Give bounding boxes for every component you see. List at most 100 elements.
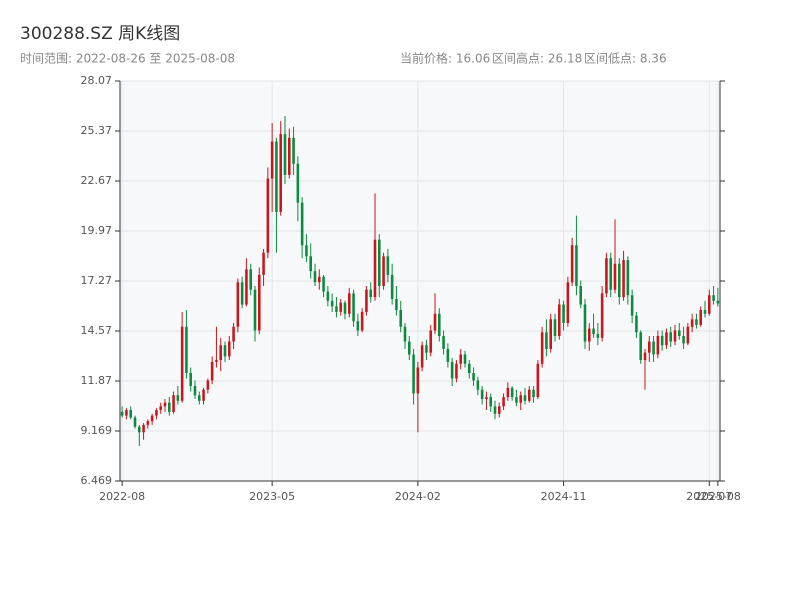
candle-body: [558, 304, 561, 336]
candle-body: [476, 380, 480, 390]
candle-body: [463, 354, 467, 364]
candle-body: [433, 313, 437, 331]
candle-body: [313, 271, 317, 283]
candle-body: [236, 282, 240, 327]
x-tick-label: 2025-08: [695, 490, 741, 503]
candle-body: [155, 410, 158, 416]
y-tick-label: 6.469: [81, 474, 113, 487]
candle-body: [626, 260, 630, 296]
candle-body: [716, 300, 720, 304]
candle-body: [223, 345, 227, 357]
candle-body: [296, 163, 300, 203]
candle-body: [673, 330, 677, 342]
y-tick-label: 25.37: [81, 124, 113, 137]
candle-body: [549, 319, 552, 349]
candle-body: [609, 258, 612, 290]
y-tick-label: 11.87: [81, 374, 113, 387]
candle-body: [553, 319, 557, 336]
candle-body: [416, 367, 420, 394]
candle-body: [450, 361, 454, 379]
candle-body: [300, 202, 304, 246]
candle-body: [588, 328, 591, 342]
candle-body: [133, 417, 137, 427]
candle-body: [193, 385, 197, 396]
candle-body: [168, 402, 171, 412]
candle-body: [613, 263, 617, 290]
candle-body: [438, 313, 441, 336]
candle-body: [686, 326, 690, 344]
candle-body: [442, 335, 445, 349]
candle-body: [656, 335, 660, 355]
candle-body: [189, 373, 192, 386]
candle-body: [703, 310, 707, 314]
candle-body: [480, 389, 484, 399]
candle-body: [245, 269, 248, 305]
candle-body: [258, 274, 261, 331]
stat: 区间高点: 26.18: [492, 51, 582, 66]
stat: 区间低点: 8.36: [584, 52, 667, 66]
candle-body: [309, 256, 312, 272]
candle-body: [528, 389, 531, 401]
candle-body: [125, 410, 128, 416]
candle-body: [210, 361, 214, 381]
candle-body: [326, 291, 330, 301]
candle-body: [630, 295, 634, 316]
y-tick-label: 22.67: [81, 174, 113, 187]
x-tick-label: 2022-08: [99, 490, 145, 503]
candle-body: [639, 332, 642, 361]
candle-body: [330, 300, 334, 307]
candle-body: [288, 137, 291, 175]
candle-body: [536, 363, 540, 398]
candle-body: [600, 293, 604, 338]
candle-body: [699, 310, 702, 325]
y-tick-label: 9.169: [81, 424, 113, 437]
y-tick-label: 19.97: [81, 224, 113, 237]
candle-body: [270, 141, 274, 179]
x-tick-label: 2023-05: [249, 490, 295, 503]
chart-title: 300288.SZ 周K线图: [20, 24, 180, 44]
candle-body: [583, 304, 587, 342]
candle-body: [485, 397, 488, 399]
candle-body: [592, 328, 595, 335]
candle-body: [378, 239, 381, 286]
candle-body: [519, 395, 522, 403]
candle-body: [262, 252, 265, 275]
candle-body: [643, 352, 647, 361]
x-tick-label: 2024-11: [541, 490, 587, 503]
candle-body: [275, 141, 278, 212]
candle-body: [283, 134, 287, 175]
candle-body: [678, 330, 681, 336]
candle-body: [618, 263, 621, 298]
candle-body: [305, 245, 308, 257]
candle-body: [228, 341, 231, 357]
candle-body: [579, 285, 582, 305]
candle-body: [669, 332, 672, 342]
candle-body: [150, 415, 154, 422]
candle-body: [532, 389, 535, 398]
candle-body: [138, 426, 141, 433]
candle-body: [562, 304, 565, 324]
y-tick-label: 17.27: [81, 274, 113, 287]
candle-body: [523, 395, 527, 401]
candle-body: [185, 326, 188, 374]
candle-body: [648, 341, 651, 353]
candle-body: [172, 395, 175, 412]
candle-body: [202, 389, 205, 401]
candle-body: [215, 360, 218, 362]
candle-body: [382, 256, 385, 286]
candle-body: [690, 319, 694, 327]
candle-body: [652, 341, 655, 355]
candle-body: [249, 269, 252, 290]
candle-body: [575, 245, 578, 286]
candle-body: [343, 302, 347, 314]
candle-body: [356, 321, 360, 331]
candle-body: [446, 348, 450, 362]
candle-body: [206, 380, 210, 390]
candle-body: [660, 335, 664, 346]
candle-body: [493, 406, 497, 414]
candle-body: [635, 315, 638, 333]
candle-body: [420, 345, 424, 368]
candle-body: [570, 245, 574, 283]
candle-body: [665, 332, 668, 346]
